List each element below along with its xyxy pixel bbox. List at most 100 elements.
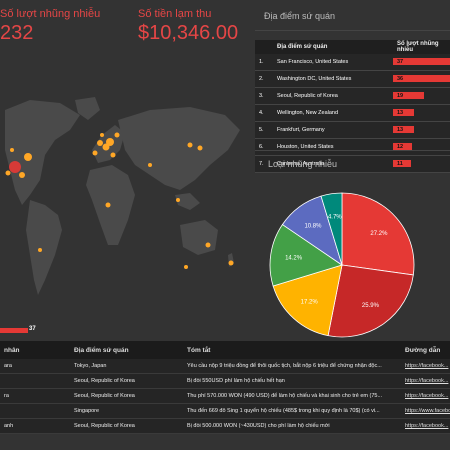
incident-name: anh bbox=[0, 418, 70, 434]
marker-wellington[interactable] bbox=[228, 260, 234, 266]
incident-row[interactable]: ra Seoul, Republic of Korea Thu phí 570.00… bbox=[0, 388, 450, 404]
kpi-incidents-label: Số lượt nhũng nhiễu bbox=[0, 8, 101, 20]
pie-slice[interactable] bbox=[341, 192, 415, 276]
embassy-count-bar bbox=[393, 126, 415, 133]
embassy-count-cell: 37 bbox=[393, 54, 450, 71]
embassy-place: Frankfurt, Germany bbox=[273, 121, 393, 139]
incident-place: Singapore bbox=[70, 403, 183, 419]
embassy-count-cell: 13 bbox=[393, 121, 450, 139]
embassy-panel-title: Địa điểm sứ quán bbox=[264, 11, 336, 21]
marker-au-2[interactable] bbox=[184, 265, 188, 269]
incident-header-name[interactable]: nhân bbox=[0, 341, 70, 359]
embassy-count-cell: 12 bbox=[393, 138, 450, 156]
pie-slice[interactable] bbox=[269, 223, 343, 287]
incident-place: Tokyo, Japan bbox=[70, 359, 183, 374]
marker-houston[interactable] bbox=[19, 172, 25, 178]
world-map[interactable] bbox=[0, 95, 250, 325]
pie-slice[interactable] bbox=[272, 264, 343, 337]
incident-row[interactable]: ara Tokyo, Japan Yêu cầu nộp 9 triệu đồng … bbox=[0, 359, 450, 374]
marker-eu-1[interactable] bbox=[97, 140, 103, 146]
marker-us-3[interactable] bbox=[10, 148, 14, 152]
kpi-incidents-value: 232 bbox=[0, 22, 34, 44]
marker-frankfurt[interactable] bbox=[106, 138, 114, 146]
incident-name bbox=[0, 373, 70, 389]
kpi-amount-label: Số tiền lạm thu bbox=[138, 8, 212, 20]
embassy-row[interactable]: 7. Canberra, Australia 11 bbox=[255, 155, 450, 173]
incident-header-link[interactable]: Đường dẫn bbox=[401, 341, 450, 359]
marker-us-2[interactable] bbox=[5, 170, 11, 176]
pie-legend: Thông địnhXử lý trThu phíThái độ của quy… bbox=[422, 218, 442, 328]
embassy-row[interactable]: 3. Seoul, Republic of Korea 19 bbox=[255, 87, 450, 105]
marker-eu-6[interactable] bbox=[114, 132, 120, 138]
greenland-shape bbox=[75, 97, 100, 120]
marker-eu-5[interactable] bbox=[100, 133, 104, 137]
north-america-shape bbox=[5, 100, 80, 205]
embassy-table: Địa điểm sứ quán Số lượt nhũng nhiễu 1. S… bbox=[255, 40, 450, 173]
marker-sa-1[interactable] bbox=[38, 248, 42, 252]
embassy-header-place[interactable]: Địa điểm sứ quán bbox=[273, 40, 393, 54]
embassy-count-cell: 19 bbox=[393, 87, 450, 105]
incident-link[interactable]: https://facebook... bbox=[401, 359, 450, 374]
embassy-count-cell: 11 bbox=[393, 155, 450, 173]
australia-shape bbox=[180, 220, 218, 255]
marker-seoul[interactable] bbox=[187, 142, 193, 148]
embassy-count-value: 11 bbox=[397, 161, 403, 167]
embassy-place: Wellington, New Zealand bbox=[273, 104, 393, 122]
marker-eu-4[interactable] bbox=[110, 152, 116, 158]
incident-link[interactable]: https://facebook... bbox=[401, 418, 450, 434]
incident-summary: Bị đòi 500.000 WON (~430USD) cho phí làm… bbox=[183, 418, 401, 434]
incident-row[interactable]: Seoul, Republic of Korea Bị đòi 550USD ph… bbox=[0, 373, 450, 389]
pie-slice-label: 17.2% bbox=[301, 299, 319, 305]
marker-eu-3[interactable] bbox=[92, 150, 98, 156]
embassy-row[interactable]: 2. Washington DC, United States 36 bbox=[255, 70, 450, 88]
marker-washington[interactable] bbox=[24, 153, 32, 161]
incident-header-summary[interactable]: Tóm tắt bbox=[183, 341, 401, 359]
incident-link[interactable]: https://facebook... bbox=[401, 373, 450, 389]
south-america-shape bbox=[26, 200, 62, 295]
incident-link[interactable]: https://facebook... bbox=[401, 388, 450, 404]
embassy-count-value: 19 bbox=[397, 93, 404, 99]
incident-summary: Thu đến 669 đô Sing 1 quyển hộ chiếu (48… bbox=[183, 403, 401, 419]
incident-summary: Yêu cầu nộp 9 triệu đồng để thôi quốc tị… bbox=[183, 359, 401, 374]
marker-af-1[interactable] bbox=[105, 202, 111, 208]
incident-place: Seoul, Republic of Korea bbox=[70, 373, 183, 389]
marker-sea-1[interactable] bbox=[176, 198, 180, 202]
marker-as-1[interactable] bbox=[148, 163, 152, 167]
incident-header-place[interactable]: Địa điểm sứ quán bbox=[70, 341, 183, 359]
incident-row[interactable]: Singapore Thu đến 669 đô Sing 1 quyển hộ … bbox=[0, 403, 450, 419]
embassy-count-bar bbox=[393, 160, 411, 167]
embassy-header-count[interactable]: Số lượt nhũng nhiễu bbox=[393, 40, 450, 54]
incident-place: Seoul, Republic of Korea bbox=[70, 418, 183, 434]
embassy-row[interactable]: 6. Houston, United States 12 bbox=[255, 138, 450, 156]
asia-shape bbox=[118, 107, 240, 190]
incident-summary: Bị đòi 550USD phí làm hộ chiếu hết hạn bbox=[183, 373, 401, 389]
pie-divider-top bbox=[255, 150, 450, 151]
marker-san-francisco[interactable] bbox=[9, 161, 21, 173]
incident-row[interactable]: anh Seoul, Republic of Korea Bị đòi 500.00… bbox=[0, 418, 450, 434]
embassy-count-bar bbox=[393, 92, 424, 99]
map-slider-value: 37 bbox=[29, 326, 36, 332]
embassy-count-cell: 36 bbox=[393, 70, 450, 88]
incident-name: ara bbox=[0, 359, 70, 374]
embassy-header-rank[interactable] bbox=[255, 40, 273, 54]
embassy-place: Houston, United States bbox=[273, 138, 393, 156]
embassy-rank: 3. bbox=[255, 87, 273, 105]
embassy-row[interactable]: 4. Wellington, New Zealand 13 bbox=[255, 104, 450, 122]
embassy-place: San Francisco, United States bbox=[273, 54, 393, 71]
embassy-row[interactable]: 5. Frankfurt, Germany 13 bbox=[255, 121, 450, 139]
pie-chart[interactable]: 27.2% 25.9% 17.2% 14.2% 10.8% 4.7% bbox=[262, 190, 422, 340]
embassy-count-bar bbox=[393, 75, 450, 82]
embassy-row[interactable]: 1. San Francisco, United States 37 bbox=[255, 54, 450, 71]
pie-slice[interactable] bbox=[327, 264, 414, 338]
incident-table: nhân Địa điểm sứ quán Tóm tắt Đường dẫn … bbox=[0, 341, 450, 434]
embassy-rank: 1. bbox=[255, 54, 273, 71]
incident-name bbox=[0, 403, 70, 419]
embassy-count-value: 13 bbox=[397, 110, 404, 116]
incident-name: ra bbox=[0, 388, 70, 404]
embassy-count-bar bbox=[393, 109, 415, 116]
pie-slice[interactable] bbox=[320, 192, 343, 266]
incident-link[interactable]: https://www.facebo... bbox=[401, 403, 450, 419]
marker-canberra[interactable] bbox=[205, 242, 211, 248]
marker-tokyo[interactable] bbox=[197, 145, 203, 151]
map-slider-fill[interactable] bbox=[0, 328, 28, 333]
